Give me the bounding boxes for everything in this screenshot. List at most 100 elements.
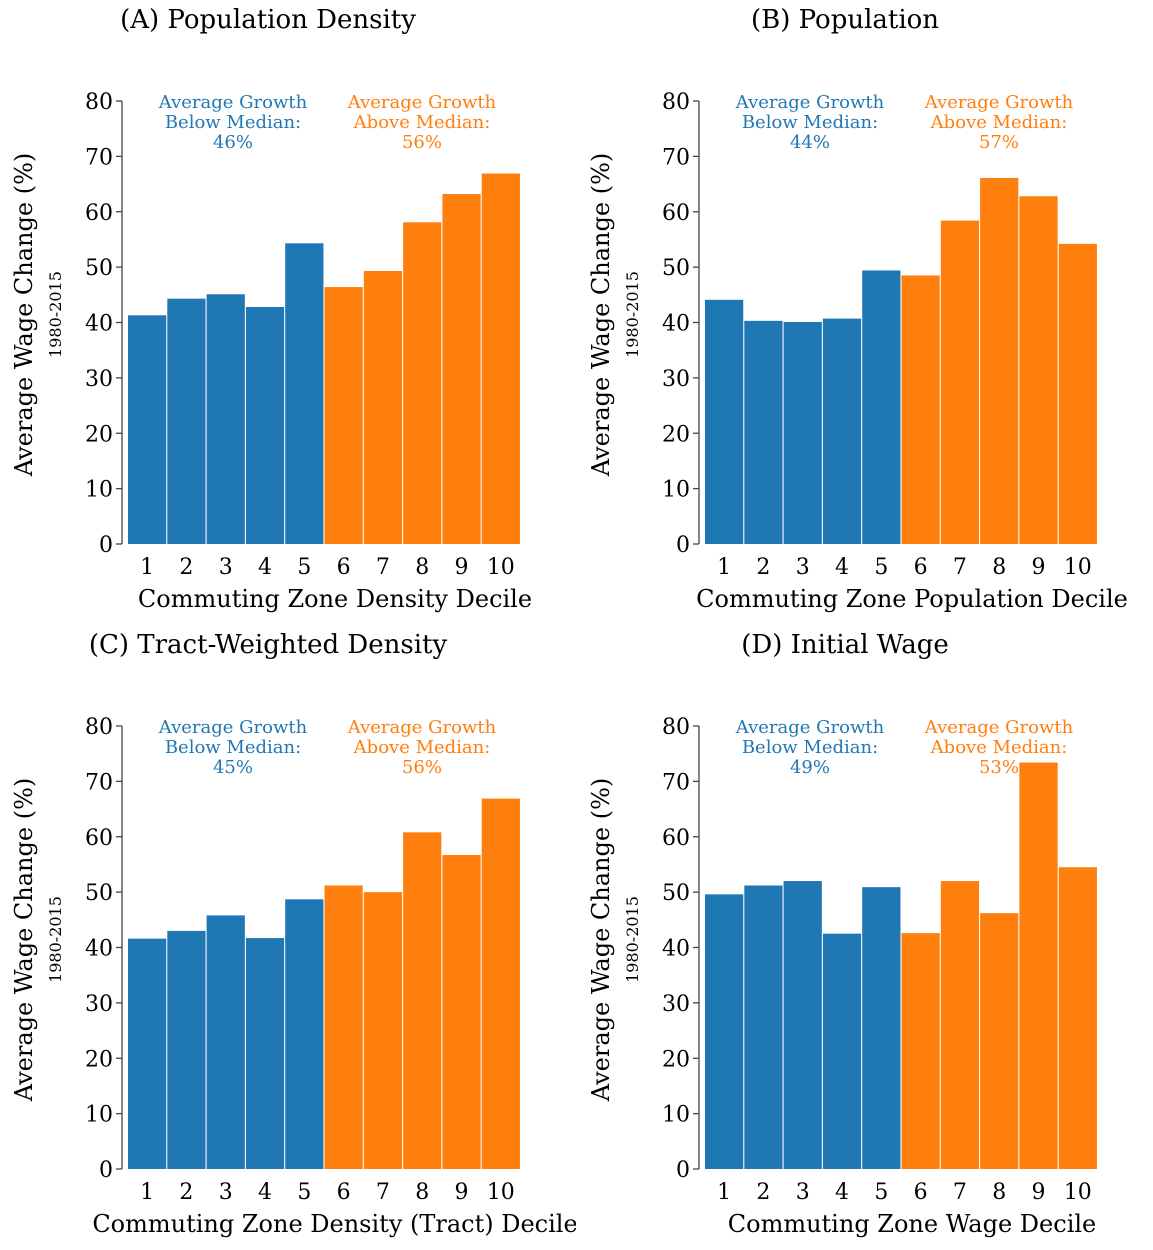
bar-decile-8 [403,832,442,1169]
y-tick-label: 80 [85,715,113,740]
x-tick-label: 2 [179,555,193,580]
bar-decile-5 [862,270,901,544]
x-tick-label: 4 [835,555,849,580]
x-tick-label: 2 [756,555,770,580]
x-tick-label: 6 [337,1180,351,1205]
y-tick-label: 50 [85,881,113,906]
bar-decile-10 [1058,243,1097,544]
bar-decile-6 [901,933,940,1169]
x-axis-label: Commuting Zone Wage Decile [728,1210,1097,1238]
y-tick-label: 60 [85,201,113,226]
chart-svg-d: (D) Initial Wage 0 10 20 30 40 50 60 70 80 Average… [587,630,1097,1238]
x-tick-label: 7 [376,1180,390,1205]
bar-decile-8 [980,913,1019,1169]
chart-panel-d: (D) Initial Wage 0 10 20 30 40 50 60 70 80 Average… [577,625,1153,1250]
chart-svg-b: (B) Population 0 10 20 30 40 50 60 70 80 Average W… [587,5,1128,613]
annotation-line: Below Median: [742,737,878,758]
annotation-line: Average Growth [924,92,1074,113]
annotation-line: Average Growth [735,717,885,738]
annotation-line: Above Median: [353,737,491,758]
chart-svg-a: (A) Population Density 0 10 20 30 40 50 60 70 80 A… [10,5,532,613]
bar-decile-8 [403,222,442,545]
x-tick-label: 7 [376,555,390,580]
annotation-line: Above Median: [930,112,1068,133]
y-tick-label: 60 [662,826,690,851]
bar-decile-9 [1019,762,1058,1169]
y-axis-sublabel: 1980-2015 [46,896,65,983]
annotation-line: Below Median: [165,737,301,758]
y-tick-label: 0 [99,1158,113,1183]
x-tick-label: 2 [756,1180,770,1205]
annotation-line: 53% [979,757,1019,778]
x-tick-label: 9 [455,1180,469,1205]
annotation-line: 56% [402,132,442,153]
bar-decile-10 [481,798,520,1169]
y-axis-label: Average Wage Change (%) [587,153,615,478]
x-axis-label: Commuting Zone Density (Tract) Decile [92,1210,576,1238]
y-tick-label: 20 [662,422,690,447]
bar-decile-4 [822,933,862,1169]
bar-decile-3 [206,915,245,1169]
x-tick-label: 9 [1032,555,1046,580]
x-tick-label: 7 [953,1180,967,1205]
x-tick-label: 4 [258,1180,272,1205]
x-tick-label: 6 [914,555,928,580]
y-tick-label: 0 [676,533,690,558]
annotation-line: Above Median: [353,112,491,133]
bar-decile-5 [285,899,324,1169]
x-tick-label: 8 [415,1180,429,1205]
bar-decile-10 [1058,867,1097,1169]
y-tick-label: 40 [85,312,113,337]
x-tick-label: 8 [415,555,429,580]
bar-decile-1 [705,299,744,544]
bar-decile-9 [1019,196,1058,544]
y-tick-label: 70 [85,770,113,795]
chart-title: (C) Tract-Weighted Density [89,630,448,660]
bar-decile-7 [940,220,980,545]
x-tick-label: 3 [796,1180,810,1205]
bar-decile-1 [128,315,167,544]
bar-decile-3 [206,294,245,544]
bar-decile-2 [167,930,206,1169]
bar-decile-5 [862,887,901,1169]
x-tick-label: 5 [874,1180,888,1205]
x-axis-label: Commuting Zone Population Decile [696,585,1128,613]
y-tick-label: 10 [662,478,690,503]
y-tick-label: 20 [662,1047,690,1072]
x-tick-label: 4 [258,555,272,580]
annotation-line: Average Growth [347,717,497,738]
x-tick-label: 9 [455,555,469,580]
bar-decile-10 [481,173,520,544]
bar-decile-1 [128,938,167,1169]
y-tick-label: 50 [662,256,690,281]
bar-decile-1 [705,894,744,1169]
y-tick-label: 40 [662,937,690,962]
chart-title: (A) Population Density [120,5,416,35]
bar-decile-5 [285,243,324,544]
bar-decile-2 [744,885,783,1169]
annotation-line: 44% [790,132,830,153]
x-tick-label: 10 [487,1180,515,1205]
annotation-line: Average Growth [735,92,885,113]
chart-svg-c: (C) Tract-Weighted Density 0 10 20 30 40 50 60 7… [10,630,576,1238]
bar-decile-6 [324,885,363,1169]
annotation-line: 49% [790,757,830,778]
y-axis-label: Average Wage Change (%) [10,778,38,1103]
y-tick-label: 10 [662,1103,690,1128]
y-axis-sublabel: 1980-2015 [623,271,642,358]
chart-title: (B) Population [751,5,939,35]
y-tick-label: 60 [85,826,113,851]
annotation-line: 56% [402,757,442,778]
y-tick-label: 30 [85,992,113,1017]
y-tick-label: 70 [85,145,113,170]
chart-panel-a: (A) Population Density 0 10 20 30 40 50 60 70 80 A… [0,0,576,625]
x-tick-label: 6 [337,555,351,580]
y-tick-label: 50 [85,256,113,281]
y-axis-sublabel: 1980-2015 [46,271,65,358]
x-tick-label: 5 [874,555,888,580]
